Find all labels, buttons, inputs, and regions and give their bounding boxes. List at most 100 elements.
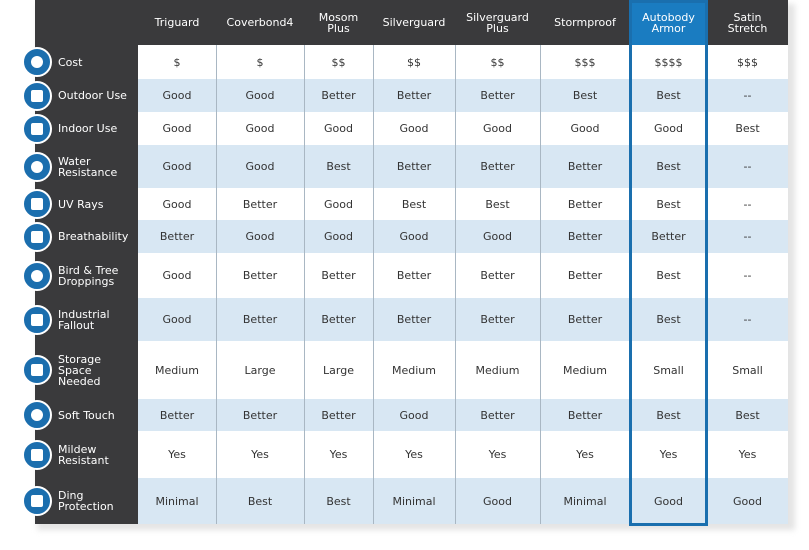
text: Good xyxy=(245,230,275,243)
text: Storage Space Needed xyxy=(58,352,102,388)
text: Ding Protection xyxy=(58,489,114,513)
highlight-border xyxy=(629,0,708,526)
cell: $$ xyxy=(455,45,540,79)
cell: Good xyxy=(455,478,540,524)
cell: Good xyxy=(216,220,304,253)
cell: Best xyxy=(630,399,707,431)
text: Best xyxy=(401,197,427,211)
cell: Better xyxy=(455,79,540,112)
cell: Best xyxy=(707,399,788,431)
cell: Medium xyxy=(455,341,540,399)
row-background xyxy=(138,220,788,253)
cell: Good xyxy=(216,79,304,112)
text: Yes xyxy=(329,448,348,461)
text: Good xyxy=(162,269,192,282)
row-background xyxy=(138,341,788,399)
icon-glyph xyxy=(31,89,43,102)
row-background xyxy=(138,79,788,112)
cell: Medium xyxy=(138,341,216,399)
cell: Better xyxy=(540,298,630,341)
cell: Best xyxy=(630,188,707,220)
text: Better xyxy=(480,160,515,173)
text: -- xyxy=(743,313,752,326)
text: $$ xyxy=(331,55,346,69)
column-divider xyxy=(216,45,217,524)
text: Medium xyxy=(155,363,199,377)
text: Good xyxy=(162,197,192,211)
text: Better xyxy=(480,89,515,102)
column-header: Stormproof xyxy=(540,0,630,45)
text: Better xyxy=(396,313,432,326)
text: Medium xyxy=(563,363,607,377)
cell: Good xyxy=(455,112,540,145)
row-background xyxy=(138,253,788,298)
cell: Better xyxy=(373,79,455,112)
text: Better xyxy=(480,269,515,282)
row-background xyxy=(138,431,788,478)
row-label: Industrial Fallout xyxy=(58,298,136,341)
text: $$ xyxy=(490,55,505,69)
text: Best xyxy=(572,89,598,102)
text: Better xyxy=(321,408,356,422)
cell: Small xyxy=(707,341,788,399)
cell: Better xyxy=(216,399,304,431)
cell: Better xyxy=(373,145,455,188)
text: Yes xyxy=(488,448,507,461)
text: Best xyxy=(326,160,351,173)
text: Best xyxy=(656,313,681,326)
cell: Better xyxy=(304,399,373,431)
text: Best xyxy=(735,408,760,422)
row-label: Mildew Resistant xyxy=(58,431,136,478)
text: Mildew Resistant xyxy=(58,442,109,467)
cell: Better xyxy=(540,220,630,253)
row-label: Indoor Use xyxy=(58,112,136,145)
text: Better xyxy=(396,160,432,173)
cell: Better xyxy=(216,253,304,298)
row-background xyxy=(138,112,788,145)
text: Better xyxy=(242,408,278,422)
column-header: Coverbond4 xyxy=(216,0,304,45)
cell: -- xyxy=(707,253,788,298)
column-header: Mosom Plus xyxy=(304,0,373,45)
text: Good xyxy=(162,122,192,135)
cell: Better xyxy=(373,298,455,341)
cell: Good xyxy=(373,399,455,431)
cell: Medium xyxy=(540,341,630,399)
text: Silverguard xyxy=(382,16,446,29)
cell: Better xyxy=(540,145,630,188)
text: Good xyxy=(399,230,429,243)
text: Good xyxy=(245,89,275,102)
text: Large xyxy=(244,363,276,377)
icon-glyph xyxy=(31,122,43,135)
cell: Good xyxy=(138,145,216,188)
row-label: Water Resistance xyxy=(58,145,136,188)
cell: Large xyxy=(216,341,304,399)
cell: Good xyxy=(138,112,216,145)
cell: $$ xyxy=(304,45,373,79)
text: Yes xyxy=(251,448,269,461)
cell: Yes xyxy=(707,431,788,478)
cell: Small xyxy=(630,341,707,399)
text: Better xyxy=(242,269,278,282)
cell: Good xyxy=(373,112,455,145)
text: Good xyxy=(162,160,192,173)
text: -- xyxy=(743,269,752,282)
text: Better xyxy=(651,230,686,243)
cell: Better xyxy=(138,220,216,253)
text: Good xyxy=(399,122,429,135)
text: Better xyxy=(396,269,432,282)
cell: Good xyxy=(216,145,304,188)
text: Medium xyxy=(392,363,436,377)
text: Good xyxy=(483,230,512,243)
highlight-header xyxy=(630,0,707,45)
cell: Best xyxy=(630,298,707,341)
cell: Better xyxy=(373,253,455,298)
text: Industrial Fallout xyxy=(58,307,110,332)
cell: -- xyxy=(707,298,788,341)
text: Better xyxy=(242,197,278,211)
text: Bird & Tree Droppings xyxy=(58,263,119,288)
text: $$$ xyxy=(574,55,596,69)
cell: Good xyxy=(216,112,304,145)
text: Better xyxy=(480,313,515,326)
